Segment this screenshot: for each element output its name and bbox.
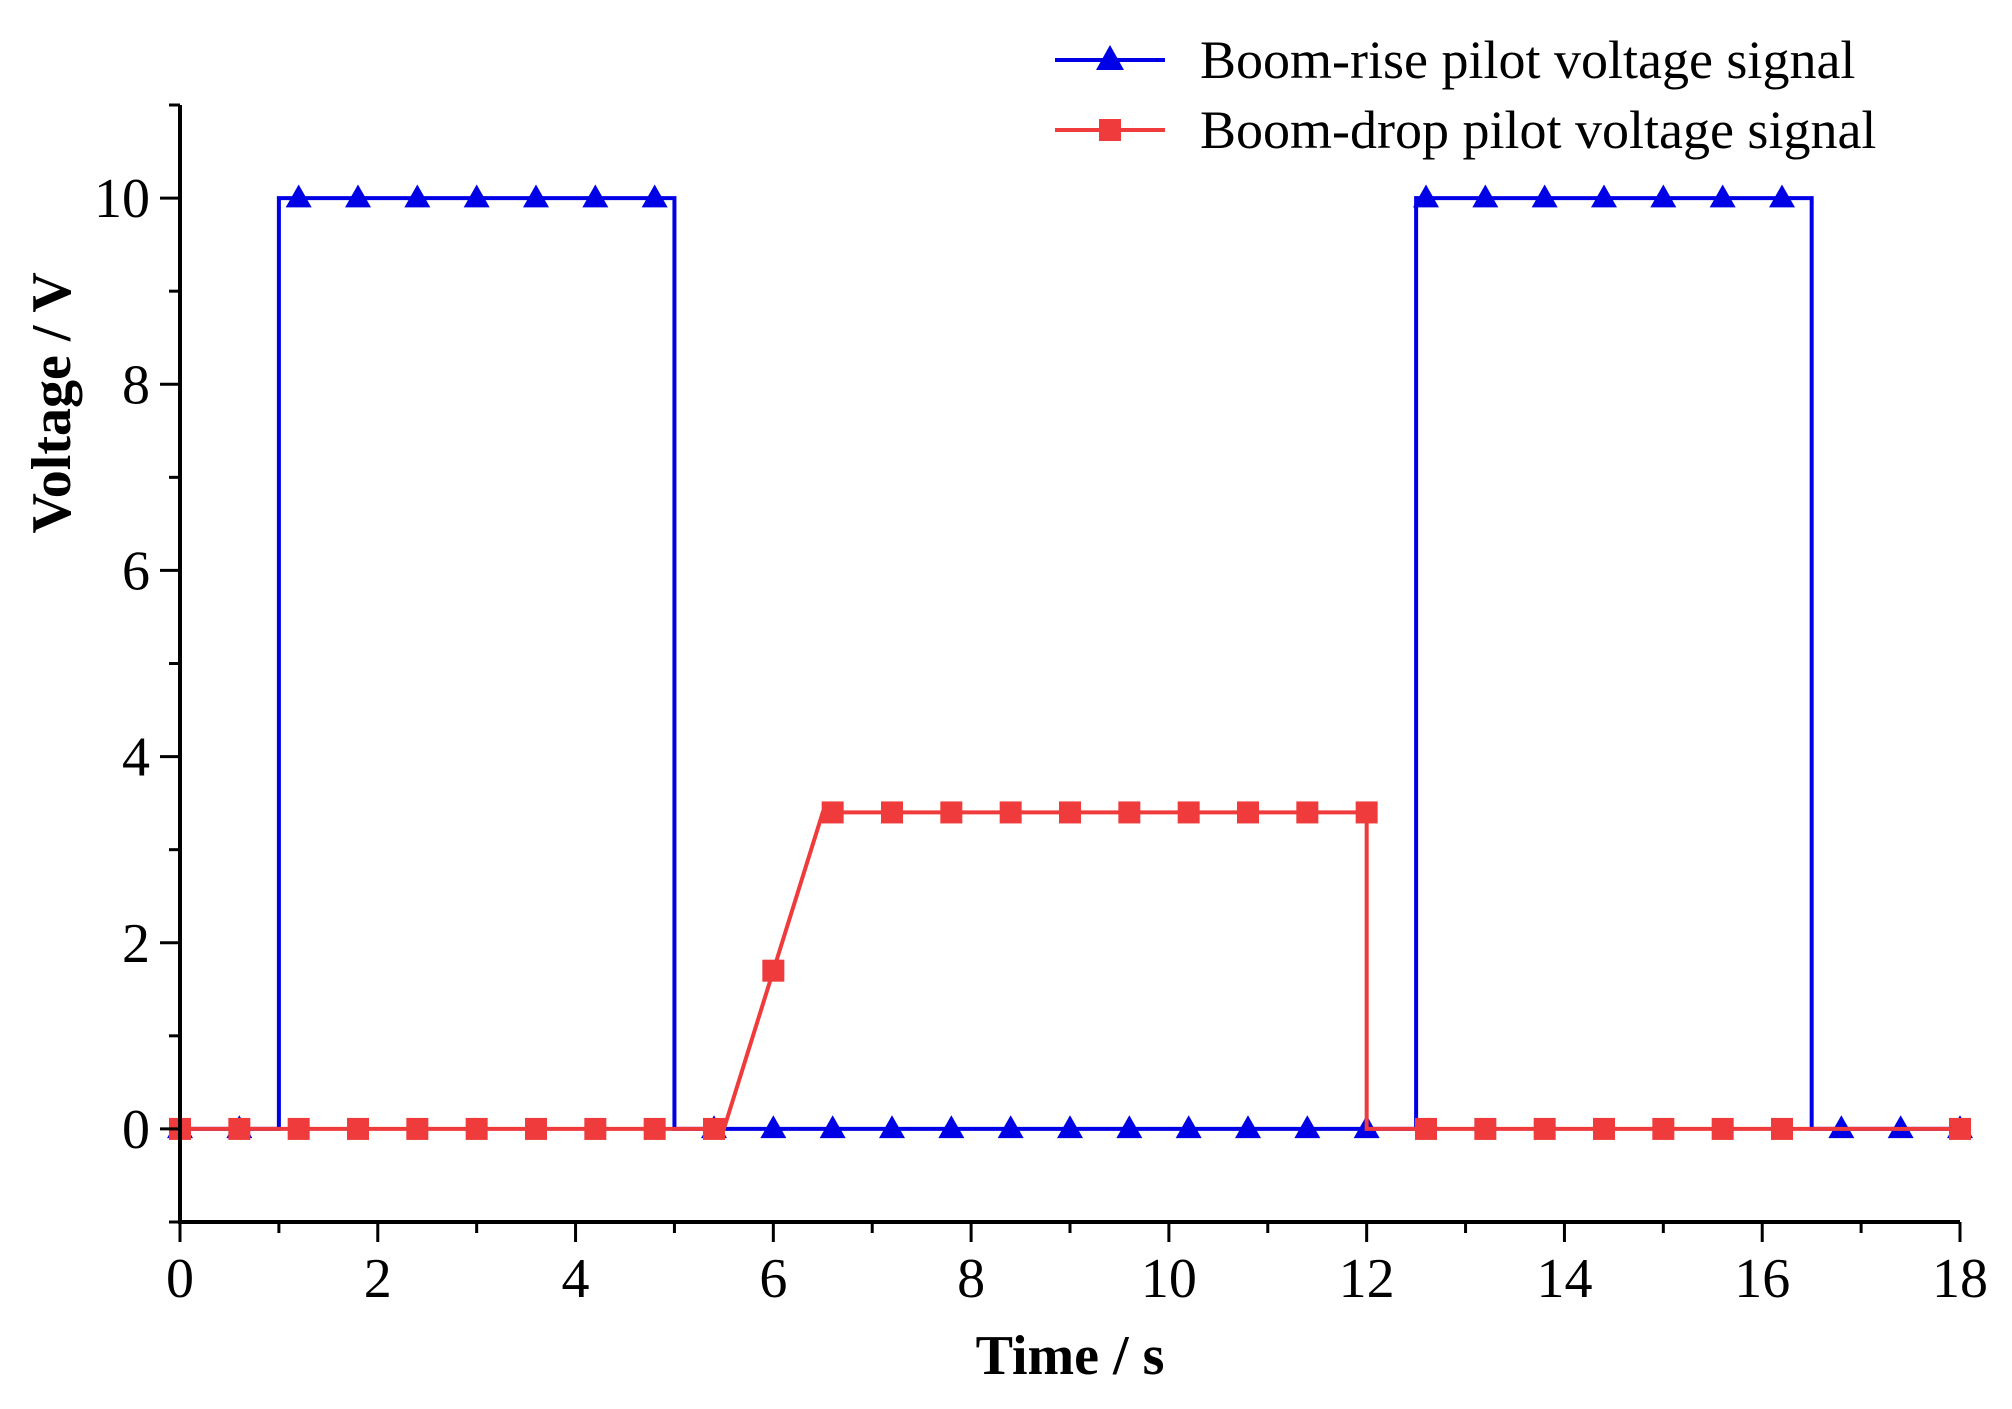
boom-drop-square-marker bbox=[1237, 801, 1259, 824]
series-line-boom-drop bbox=[180, 810, 1960, 1131]
boom-drop-square-marker bbox=[406, 1117, 429, 1140]
boom-rise-triangle-marker bbox=[1472, 184, 1499, 208]
boom-drop-square-marker bbox=[347, 1117, 369, 1140]
y-tick-label: 8 bbox=[122, 354, 150, 416]
y-tick-label: 4 bbox=[122, 727, 150, 789]
legend-label-boom-drop: Boom-drop pilot voltage signal bbox=[1200, 100, 1876, 160]
boom-drop-square-marker bbox=[643, 1117, 666, 1140]
boom-drop-square-marker bbox=[465, 1117, 488, 1140]
boom-rise-triangle-marker bbox=[1413, 184, 1439, 208]
y-axis-title: Voltage / V bbox=[21, 272, 83, 533]
boom-drop-square-marker bbox=[1296, 801, 1319, 824]
boom-drop-square-marker bbox=[1059, 801, 1081, 824]
boom-drop-square-marker bbox=[1533, 1117, 1556, 1140]
axes-layer bbox=[178, 105, 1960, 1224]
x-tick-label: 18 bbox=[1932, 1248, 1988, 1310]
boom-rise-triangle-marker bbox=[1591, 184, 1617, 208]
boom-drop-square-marker bbox=[1474, 1117, 1497, 1140]
boom-rise-triangle-marker bbox=[760, 1115, 787, 1139]
boom-drop-square-marker bbox=[881, 801, 903, 824]
legend: Boom-rise pilot voltage signal Boom-drop… bbox=[1055, 30, 1876, 160]
legend-triangle-marker bbox=[1096, 45, 1124, 70]
ticks-layer: 0 2 4 6 8 10 12 14 16 18 0 2 4 6 8 10 bbox=[94, 103, 1988, 1310]
boom-rise-triangle-marker bbox=[1709, 184, 1736, 208]
x-tick-label: 10 bbox=[1141, 1248, 1197, 1310]
series-layer bbox=[167, 184, 1973, 1140]
x-axis-title: Time / s bbox=[976, 1325, 1165, 1387]
series-line-boom-rise bbox=[180, 196, 1960, 1131]
boom-drop-square-marker bbox=[1593, 1117, 1615, 1140]
legend-entry-boom-rise: Boom-rise pilot voltage signal bbox=[1055, 30, 1855, 90]
boom-rise-triangle-marker bbox=[1828, 1115, 1855, 1139]
boom-drop-square-marker bbox=[1652, 1117, 1675, 1140]
boom-drop-square-marker bbox=[584, 1117, 607, 1140]
boom-drop-square-marker bbox=[1711, 1117, 1734, 1140]
boom-drop-square-marker bbox=[940, 801, 963, 824]
boom-rise-triangle-marker bbox=[285, 184, 312, 208]
boom-rise-triangle-marker bbox=[938, 1115, 965, 1139]
x-tick-label: 16 bbox=[1734, 1248, 1790, 1310]
boom-rise-triangle-marker bbox=[997, 1115, 1024, 1139]
legend-label-boom-rise: Boom-rise pilot voltage signal bbox=[1200, 30, 1855, 90]
legend-entry-boom-drop: Boom-drop pilot voltage signal bbox=[1055, 100, 1876, 160]
boom-drop-square-marker bbox=[525, 1117, 547, 1140]
y-tick-label: 6 bbox=[122, 540, 150, 602]
boom-drop-square-marker bbox=[762, 959, 785, 982]
boom-rise-triangle-marker bbox=[404, 184, 431, 208]
boom-drop-square-marker bbox=[1355, 801, 1378, 824]
y-tick-label: 0 bbox=[122, 1099, 150, 1161]
boom-drop-square-marker bbox=[1415, 1117, 1437, 1140]
legend-square-marker bbox=[1099, 119, 1121, 141]
x-tick-label: 14 bbox=[1536, 1248, 1592, 1310]
boom-rise-triangle-marker bbox=[1294, 1115, 1321, 1139]
x-tick-label: 8 bbox=[957, 1248, 985, 1310]
x-tick-label: 6 bbox=[759, 1248, 787, 1310]
boom-rise-triangle-marker bbox=[1175, 1115, 1202, 1139]
x-tick-label: 0 bbox=[166, 1248, 194, 1310]
boom-rise-triangle-marker bbox=[463, 184, 490, 208]
boom-rise-triangle-marker bbox=[641, 184, 668, 208]
x-tick-label: 2 bbox=[364, 1248, 392, 1310]
boom-drop-square-marker bbox=[703, 1117, 725, 1140]
x-tick-label: 12 bbox=[1339, 1248, 1395, 1310]
boom-drop-square-marker bbox=[1949, 1117, 1971, 1140]
boom-drop-square-marker bbox=[1177, 801, 1200, 824]
boom-rise-triangle-marker bbox=[879, 1115, 905, 1139]
boom-rise-triangle-marker bbox=[1116, 1115, 1143, 1139]
boom-drop-square-marker bbox=[821, 801, 844, 824]
boom-rise-triangle-marker bbox=[1769, 184, 1795, 208]
boom-rise-triangle-marker bbox=[1235, 1115, 1261, 1139]
boom-drop-square-marker bbox=[287, 1117, 310, 1140]
boom-rise-triangle-marker bbox=[1650, 184, 1677, 208]
x-tick-label: 4 bbox=[562, 1248, 590, 1310]
boom-drop-square-marker bbox=[999, 801, 1022, 824]
boom-drop-square-marker bbox=[1118, 801, 1141, 824]
boom-drop-square-marker bbox=[228, 1117, 251, 1140]
boom-rise-triangle-marker bbox=[1531, 184, 1558, 208]
boom-rise-triangle-marker bbox=[345, 184, 371, 208]
y-tick-label: 10 bbox=[94, 168, 150, 230]
boom-rise-triangle-marker bbox=[582, 184, 609, 208]
y-tick-label: 2 bbox=[122, 913, 150, 975]
boom-rise-triangle-marker bbox=[1887, 1115, 1914, 1139]
boom-rise-triangle-marker bbox=[1057, 1115, 1083, 1139]
boom-rise-triangle-marker bbox=[819, 1115, 846, 1139]
boom-rise-triangle-marker bbox=[523, 184, 549, 208]
boom-drop-square-marker bbox=[1771, 1117, 1793, 1140]
